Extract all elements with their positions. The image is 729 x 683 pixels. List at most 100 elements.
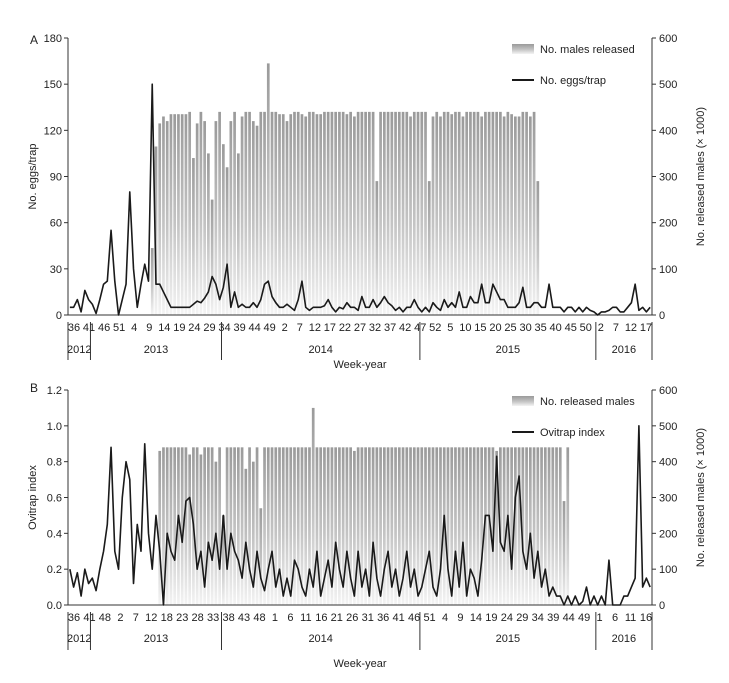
release-bar: [308, 111, 311, 315]
release-bar: [203, 121, 206, 315]
x-tick-label: 50: [580, 322, 592, 334]
release-bar: [349, 111, 352, 315]
release-bar: [390, 447, 394, 605]
release-bar: [401, 111, 405, 315]
release-bar: [345, 447, 349, 605]
release-bar: [472, 111, 476, 315]
x-tick-label: 18: [161, 612, 173, 624]
release-bar: [371, 111, 375, 315]
release-bar: [222, 144, 225, 315]
release-bar: [465, 111, 469, 315]
x-tick-label: 16: [315, 612, 327, 624]
release-bar: [465, 447, 469, 605]
x-tick-label: 28: [192, 612, 204, 624]
release-bar: [472, 447, 476, 605]
x-tick-label: 16: [640, 612, 652, 624]
release-bar: [259, 508, 263, 605]
left-tick-label: 60: [50, 218, 62, 230]
release-bar: [420, 447, 424, 605]
release-bar: [435, 447, 439, 605]
release-bar: [562, 501, 566, 605]
release-bar: [210, 447, 214, 605]
left-tick-label: 0: [56, 310, 62, 322]
release-bar: [304, 447, 308, 605]
release-bar: [525, 111, 528, 315]
release-bar: [551, 447, 555, 605]
release-bar: [315, 447, 319, 605]
release-bar: [480, 447, 484, 605]
release-bar: [270, 447, 274, 605]
release-bar: [528, 116, 532, 315]
release-bar: [394, 111, 397, 315]
release-bar: [173, 447, 177, 605]
release-bar: [240, 116, 244, 315]
release-bar: [285, 447, 289, 605]
release-bar: [375, 181, 379, 315]
x-tick-label: 17: [324, 322, 336, 334]
year-label: 2013: [144, 344, 168, 356]
y-axis-label: No. eggs/trap: [27, 143, 39, 209]
x-tick-label: 39: [233, 322, 245, 334]
release-bar: [278, 114, 281, 315]
release-bar: [218, 447, 221, 605]
release-bar: [416, 447, 420, 605]
right-tick-label: 300: [659, 493, 677, 505]
release-bar: [296, 447, 300, 605]
release-bar: [424, 111, 427, 315]
release-bar: [338, 111, 341, 315]
release-bar: [330, 111, 334, 315]
release-bar: [499, 111, 502, 315]
release-bar: [386, 111, 390, 315]
release-bar: [229, 121, 233, 315]
release-bar: [199, 111, 203, 315]
x-tick-label: 34: [218, 322, 230, 334]
right-tick-label: 500: [659, 79, 677, 91]
release-bar: [461, 116, 465, 315]
x-tick-label: 46: [98, 322, 110, 334]
x-tick-label: 42: [399, 322, 411, 334]
release-bar: [259, 111, 263, 315]
panel-letter: B: [30, 381, 38, 395]
release-bar: [386, 447, 390, 605]
release-bar: [289, 447, 293, 605]
x-tick-label: 9: [146, 322, 152, 334]
x-tick-label: 4: [442, 612, 448, 624]
release-bar: [484, 447, 487, 605]
x-tick-label: 29: [516, 612, 528, 624]
release-bar: [427, 181, 431, 315]
release-bar: [300, 114, 304, 315]
release-bar: [278, 447, 281, 605]
release-bar: [409, 447, 412, 605]
release-bar: [375, 447, 379, 605]
release-bar: [266, 447, 270, 605]
release-bar: [476, 447, 480, 605]
release-bar: [150, 248, 154, 315]
legend: No. released males Ovitrap index: [512, 396, 635, 439]
release-bar: [319, 447, 323, 605]
release-bar: [293, 111, 296, 315]
release-bar: [525, 447, 528, 605]
release-bar: [457, 447, 461, 605]
release-bar: [311, 407, 315, 605]
right-tick-label: 300: [659, 172, 677, 184]
release-bar: [244, 111, 248, 315]
release-bar: [289, 114, 293, 315]
series-line-eggs_values: [69, 83, 651, 316]
x-tick-label: 41: [393, 612, 405, 624]
release-bar: [180, 447, 184, 605]
release-bar: [558, 447, 562, 605]
release-bar: [517, 116, 521, 315]
release-bar: [169, 114, 173, 315]
x-tick-label: 36: [68, 612, 80, 624]
left-tick-label: 0.4: [47, 528, 62, 540]
left-tick-label: 1.0: [47, 421, 62, 433]
release-bar: [210, 199, 214, 315]
release-bar: [165, 447, 169, 605]
release-bar: [439, 116, 442, 315]
left-tick-label: 30: [50, 264, 62, 276]
release-bar: [521, 447, 525, 605]
x-tick-label: 45: [565, 322, 577, 334]
release-bar: [543, 447, 547, 605]
